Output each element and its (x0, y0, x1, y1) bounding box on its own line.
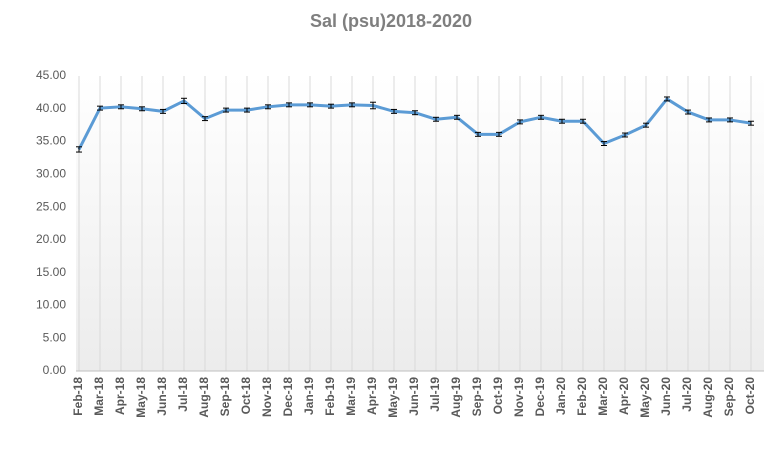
error-bar (664, 96, 670, 102)
error-bar (328, 103, 334, 109)
x-tick-label: Nov-19 (512, 377, 526, 417)
x-tick-label: Jul-18 (176, 377, 190, 412)
x-tick-label: Oct-20 (743, 377, 757, 415)
error-bar (118, 104, 124, 110)
y-tick-label: 45.00 (36, 68, 66, 82)
error-bar (706, 117, 712, 123)
x-tick-label: Sep-18 (218, 377, 232, 417)
x-tick-label: Dec-19 (533, 377, 547, 417)
x-tick-label: Aug-19 (449, 377, 463, 418)
error-bar (643, 122, 649, 128)
error-bar (580, 118, 586, 124)
error-bar (391, 108, 397, 114)
error-bar (475, 131, 481, 137)
error-bar (286, 102, 292, 108)
error-bar (370, 101, 376, 110)
x-tick-label: Nov-18 (260, 377, 274, 417)
y-tick-label: 35.00 (36, 134, 66, 148)
x-tick-label: May-20 (638, 377, 652, 418)
x-tick-label: Feb-19 (323, 377, 337, 416)
error-bar (412, 110, 418, 116)
x-tick-label: Aug-18 (197, 377, 211, 418)
error-bar (202, 116, 208, 122)
error-bar (307, 102, 313, 108)
chart-title: Sal (psu)2018-2020 (310, 11, 472, 31)
x-tick-label: Feb-18 (71, 377, 85, 416)
x-tick-label: Apr-18 (113, 377, 127, 415)
error-bar (517, 119, 523, 125)
x-tick-label: Sep-20 (722, 377, 736, 417)
x-tick-label: Sep-19 (470, 377, 484, 417)
y-tick-label: 5.00 (43, 330, 67, 344)
error-bar (265, 104, 271, 110)
x-tick-label: Jun-18 (155, 377, 169, 416)
error-bar (181, 97, 187, 105)
x-tick-label: Jul-19 (428, 377, 442, 412)
error-bar (622, 132, 628, 138)
x-tick-label: Mar-18 (92, 377, 106, 416)
error-bar (538, 114, 544, 120)
error-bar (139, 106, 145, 112)
x-tick-label: Feb-20 (575, 377, 589, 416)
x-tick-label: Jan-20 (554, 377, 568, 415)
x-tick-label: Dec-18 (281, 377, 295, 417)
y-tick-label: 20.00 (36, 232, 66, 246)
y-tick-label: 10.00 (36, 298, 66, 312)
error-bar (97, 105, 103, 111)
error-bar (685, 109, 691, 115)
x-tick-label: May-18 (134, 377, 148, 418)
y-tick-label: 25.00 (36, 199, 66, 213)
x-tick-label: Oct-18 (239, 377, 253, 415)
error-bar (160, 108, 166, 114)
error-bar (748, 120, 754, 126)
error-bar (496, 131, 502, 137)
x-tick-label: Jan-19 (302, 377, 316, 415)
error-bar (244, 107, 250, 113)
plot-area (76, 76, 764, 371)
error-bar (349, 102, 355, 108)
x-tick-label: Mar-20 (596, 377, 610, 416)
error-bar (559, 118, 565, 124)
y-tick-label: 15.00 (36, 265, 66, 279)
y-tick-label: 0.00 (43, 363, 67, 377)
error-bar (76, 146, 82, 153)
x-tick-label: Apr-19 (365, 377, 379, 415)
x-tick-label: Oct-19 (491, 377, 505, 415)
x-tick-label: May-19 (386, 377, 400, 418)
x-tick-label: Jun-19 (407, 377, 421, 416)
error-bar (223, 107, 229, 113)
x-tick-label: Jul-20 (680, 377, 694, 412)
error-bar (601, 141, 607, 146)
error-bar (433, 116, 439, 122)
x-tick-label: Apr-20 (617, 377, 631, 415)
y-tick-label: 30.00 (36, 167, 66, 181)
x-tick-label: Aug-20 (701, 377, 715, 418)
error-bar (727, 117, 733, 123)
x-tick-label: Mar-19 (344, 377, 358, 416)
error-bar (454, 114, 460, 120)
x-tick-label: Jun-20 (659, 377, 673, 416)
y-tick-label: 40.00 (36, 101, 66, 115)
